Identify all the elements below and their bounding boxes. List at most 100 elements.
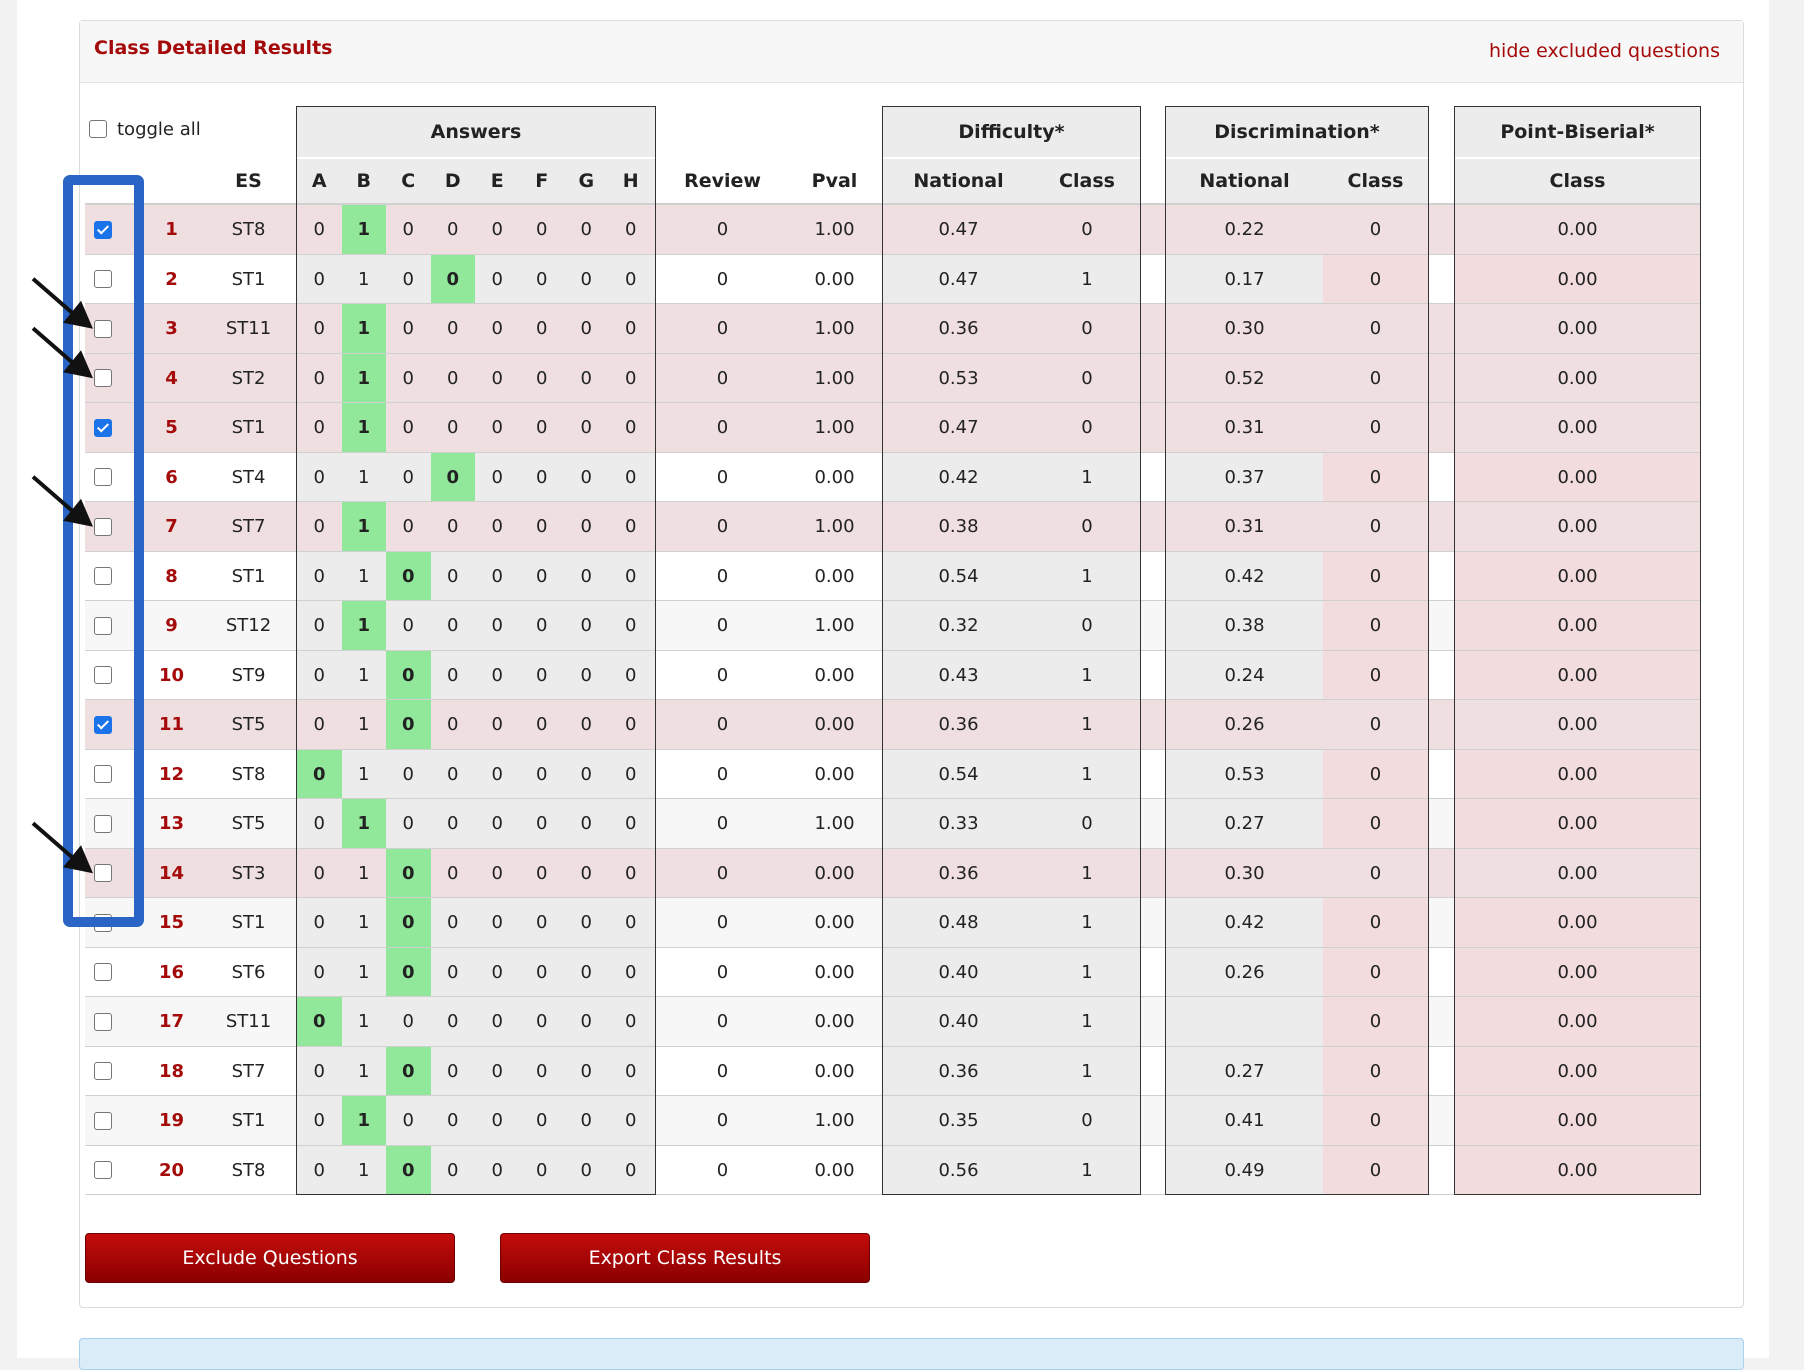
question-checkbox[interactable] — [93, 1012, 112, 1031]
row-checkbox-cell[interactable] — [85, 1096, 120, 1146]
row-checkbox-cell[interactable] — [85, 205, 120, 255]
row-checkbox-cell[interactable] — [85, 898, 120, 948]
answer-count-d: 0 — [447, 1110, 459, 1132]
answer-count-a: 0 — [313, 961, 325, 983]
disc-national-cell-bg — [1166, 551, 1323, 601]
toggle-all[interactable]: toggle all — [89, 118, 201, 140]
row-checkbox-cell[interactable] — [85, 601, 120, 651]
difficulty-class-value: 1 — [1081, 565, 1093, 587]
answer-count-h: 0 — [625, 813, 637, 835]
pval-value: 1.00 — [814, 813, 855, 835]
answer-count-h: 0 — [625, 466, 637, 488]
exclude-questions-button[interactable]: Exclude Questions — [85, 1233, 455, 1283]
question-checkbox[interactable] — [93, 517, 112, 536]
question-checkbox[interactable] — [93, 715, 112, 734]
pointbiserial-class-value: 0.00 — [1557, 318, 1598, 340]
row-checkbox-cell[interactable] — [85, 948, 120, 998]
row-checkbox-cell[interactable] — [85, 552, 120, 602]
difficulty-national-value: 0.33 — [938, 813, 979, 835]
question-checkbox[interactable] — [93, 666, 112, 685]
discrimination-national-value: 0.22 — [1224, 219, 1265, 241]
answer-count-c: 0 — [401, 1159, 415, 1181]
question-checkbox[interactable] — [93, 814, 112, 833]
es-code: ST7 — [231, 1060, 266, 1082]
es-code: ST4 — [231, 466, 266, 488]
difficulty-class-value: 1 — [1081, 1060, 1093, 1082]
question-checkbox[interactable] — [93, 220, 112, 239]
disc-class-cell-bg — [1323, 749, 1428, 799]
difficulty-class-value: 0 — [1081, 367, 1093, 389]
question-checkbox[interactable] — [93, 765, 112, 784]
row-checkbox-cell[interactable] — [85, 1047, 120, 1097]
answer-count-g: 0 — [580, 912, 592, 934]
row-checkbox-cell[interactable] — [85, 255, 120, 305]
pointbiserial-class-value: 0.00 — [1557, 466, 1598, 488]
question-checkbox[interactable] — [93, 913, 112, 932]
answer-count-b: 1 — [357, 318, 371, 340]
answer-count-h: 0 — [625, 1159, 637, 1181]
row-checkbox-cell[interactable] — [85, 453, 120, 503]
answer-count-d: 0 — [447, 516, 459, 538]
question-checkbox[interactable] — [93, 468, 112, 487]
question-checkbox[interactable] — [93, 270, 112, 289]
toggle-all-checkbox[interactable] — [89, 120, 107, 138]
row-checkbox-cell[interactable] — [85, 403, 120, 453]
discrimination-national-value: 0.30 — [1224, 318, 1265, 340]
question-checkbox[interactable] — [93, 369, 112, 388]
row-checkbox-cell[interactable] — [85, 700, 120, 750]
row-checkbox-cell[interactable] — [85, 651, 120, 701]
answer-count-f: 0 — [536, 1011, 548, 1033]
row-checkbox-cell[interactable] — [85, 799, 120, 849]
panel-header: Class Detailed Results hide excluded que… — [80, 21, 1743, 83]
question-number: 3 — [165, 318, 178, 340]
question-checkbox[interactable] — [93, 616, 112, 635]
question-checkbox[interactable] — [93, 864, 112, 883]
hide-excluded-questions-link[interactable]: hide excluded questions — [1489, 40, 1720, 62]
answers-cell-bg — [297, 551, 655, 601]
answer-count-c: 0 — [402, 615, 414, 637]
question-number: 12 — [158, 763, 185, 785]
answer-count-a: 0 — [313, 219, 325, 241]
row-divider — [85, 996, 1700, 997]
pval-value: 1.00 — [814, 615, 855, 637]
question-checkbox[interactable] — [93, 1161, 112, 1180]
answer-count-c: 0 — [401, 961, 415, 983]
disc-national-cell-bg — [1166, 1096, 1323, 1146]
pointbiserial-class-value: 0.00 — [1557, 219, 1598, 241]
question-checkbox[interactable] — [93, 963, 112, 982]
difficulty-national-value: 0.40 — [938, 961, 979, 983]
row-checkbox-cell[interactable] — [85, 849, 120, 899]
question-checkbox[interactable] — [93, 1111, 112, 1130]
discrimination-class-value: 0 — [1369, 912, 1382, 934]
answers-cell-bg — [297, 898, 655, 948]
row-checkbox-cell[interactable] — [85, 304, 120, 354]
row-checkbox-cell[interactable] — [85, 1146, 120, 1196]
answer-count-a: 0 — [313, 1159, 325, 1181]
answer-count-b: 1 — [357, 813, 371, 835]
disc-national-cell-bg — [1166, 452, 1323, 502]
row-checkbox-cell[interactable] — [85, 997, 120, 1047]
discrimination-national-value: 0.17 — [1224, 268, 1265, 290]
question-number: 7 — [165, 516, 178, 538]
question-checkbox[interactable] — [93, 1062, 112, 1081]
row-checkbox-cell[interactable] — [85, 354, 120, 404]
pval-value: 0.00 — [814, 1011, 855, 1033]
question-checkbox[interactable] — [93, 567, 112, 586]
export-class-results-button[interactable]: Export Class Results — [500, 1233, 870, 1283]
discrimination-national-value: 0.38 — [1224, 615, 1265, 637]
difficulty-cell-bg — [883, 650, 1140, 700]
row-divider — [85, 649, 1700, 651]
row-checkbox-cell[interactable] — [85, 750, 120, 800]
pval-value: 1.00 — [814, 367, 855, 389]
header-divider — [297, 157, 655, 159]
question-checkbox[interactable] — [93, 418, 112, 437]
row-checkbox-cell[interactable] — [85, 502, 120, 552]
row-divider — [85, 946, 1700, 948]
question-checkbox[interactable] — [93, 319, 112, 338]
answer-count-a: 0 — [313, 466, 325, 488]
discrimination-class-header: Class — [1347, 170, 1404, 192]
pb-class-cell-bg — [1455, 947, 1700, 997]
es-code: ST3 — [231, 862, 266, 884]
difficulty-national-value: 0.40 — [938, 1011, 979, 1033]
answer-count-e: 0 — [491, 367, 503, 389]
